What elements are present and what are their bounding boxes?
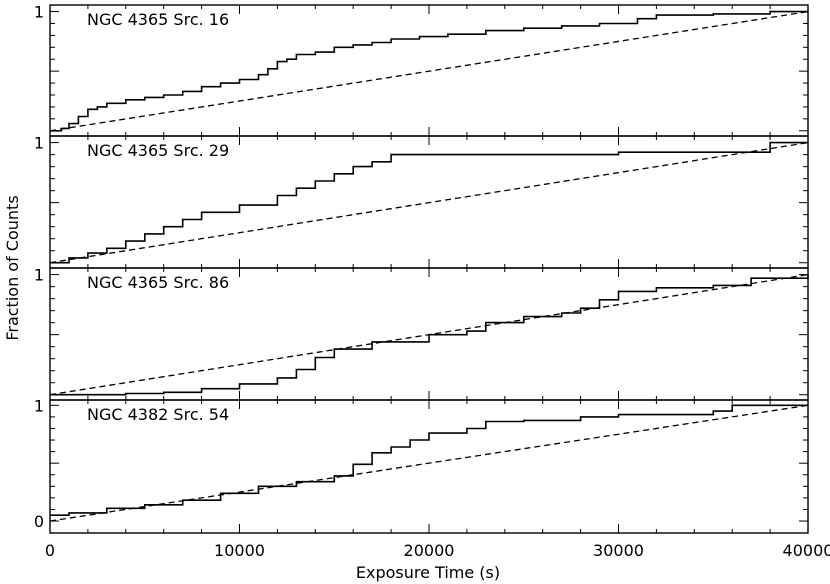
y-tick-label: 1 — [34, 3, 44, 22]
cumulative-counts-line — [50, 141, 808, 264]
cumulative-counts-line — [50, 404, 808, 516]
panel-2: 1 NGC 4365 Src. 29 — [34, 134, 809, 269]
x-tick-label: 40000 — [783, 541, 830, 560]
panel-label: NGC 4365 Src. 29 — [87, 141, 229, 160]
y-tick-label: 0 — [34, 512, 44, 531]
panels: 1 NGC 4365 Src. 16 1 NGC 4365 Src. 29 1 NGC 4… — [34, 3, 809, 534]
panel-3: 1 NGC 4365 Src. 86 — [34, 266, 809, 401]
y-axis-label: Fraction of Counts — [3, 195, 22, 340]
x-tick-label: 30000 — [593, 541, 644, 560]
uniform-reference-line — [49, 273, 809, 396]
cumulative-counts-line — [50, 10, 808, 132]
panel-label: NGC 4382 Src. 54 — [87, 405, 229, 424]
uniform-reference-line — [49, 404, 809, 522]
x-tick-label: 0 — [45, 541, 55, 560]
x-tick-label: 20000 — [404, 541, 455, 560]
panel-label: NGC 4365 Src. 16 — [87, 10, 229, 29]
panel-1: 1 NGC 4365 Src. 16 — [34, 3, 809, 137]
panel-4: 1 0 NGC 4382 Src. 54 — [34, 396, 809, 534]
uniform-reference-line — [49, 10, 809, 132]
y-tick-label: 1 — [34, 396, 44, 415]
y-tick-label: 1 — [34, 266, 44, 285]
x-tick-label: 10000 — [214, 541, 265, 560]
panel-label: NGC 4365 Src. 86 — [87, 273, 229, 292]
cumulative-counts-line — [50, 274, 809, 396]
x-axis: 0 10000 20000 30000 40000 — [45, 541, 830, 560]
y-tick-label: 1 — [34, 134, 44, 153]
uniform-reference-line — [49, 141, 809, 264]
x-axis-label: Exposure Time (s) — [356, 563, 500, 582]
